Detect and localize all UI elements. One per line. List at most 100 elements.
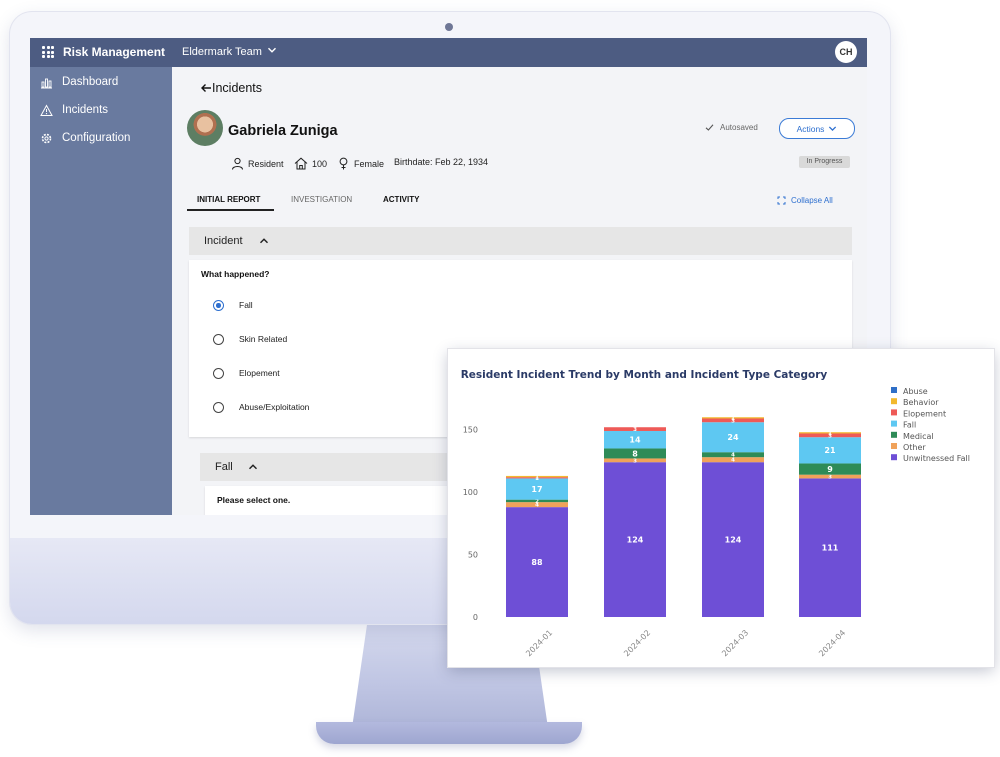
legend-swatch [891,454,897,461]
incident-section-title: Incident [204,235,243,247]
incident-section-header[interactable]: Incident [189,227,852,255]
chevron-up-icon[interactable] [248,462,258,472]
resident-name: Gabriela Zuniga [228,123,338,139]
radio-abuse-exploitation[interactable] [213,402,224,413]
sidebar-item-label: Configuration [62,132,131,144]
collapse-all-button[interactable]: Collapse All [777,196,833,205]
x-tick-label: 2024-02 [622,628,652,658]
bar-segment [702,417,764,419]
sidebar-item-configuration[interactable]: Configuration [40,129,130,147]
autosave-status: Autosaved [705,123,758,132]
bar-segment [702,418,764,423]
user-avatar[interactable]: CH [835,41,857,63]
arrow-left-icon[interactable] [200,82,212,94]
bar-value-label: 8 [632,449,638,458]
tab-activity[interactable]: ACTIVITY [383,195,420,204]
sidebar-item-label: Incidents [62,104,109,116]
bar-value-label: 3 [731,418,735,424]
top-bar: Risk Management Eldermark Team CH [30,38,867,67]
bar-value-label: 3 [828,475,832,481]
home-icon [294,157,308,170]
legend-label: Behavior [903,398,939,407]
y-tick-label: 150 [463,426,478,435]
y-tick-label: 0 [473,613,478,622]
status-badge: In Progress [799,156,850,168]
y-axis: 0 50 100 150 [463,426,478,622]
bar-value-label: 88 [531,558,543,567]
legend-label: Abuse [903,387,928,396]
bar-segment [799,463,861,475]
x-axis: 2024-01 2024-02 2024-03 2024-04 [524,628,847,658]
bar-chart-icon [41,78,52,88]
resident-role: Resident [231,157,284,170]
bar-segment [506,475,568,478]
fall-prompt: Please select one. [217,495,291,505]
app-title: Risk Management [63,45,166,59]
resident-photo [187,110,223,146]
bar-segment [702,457,764,463]
bar-segment [506,478,568,500]
breadcrumb[interactable]: Incidents [200,81,262,95]
resident-role-label: Resident [248,158,284,169]
bar-value-label: 124 [725,535,742,544]
sidebar-item-dashboard[interactable]: Dashboard [40,73,118,91]
app-grid-icon[interactable] [42,46,54,58]
resident-birthdate: Birthdate: Feb 22, 1934 [394,157,488,167]
bar-segment [506,499,568,503]
bar-segment [702,462,764,617]
legend-label: Unwitnessed Fall [903,454,970,463]
warning-icon [40,103,53,116]
resident-room: 100 [294,157,327,170]
resident-room-label: 100 [312,158,328,169]
tab-investigation[interactable]: INVESTIGATION [291,195,353,204]
bar-value-label: 1 [535,476,539,482]
bar-value-label: 14 [629,436,641,445]
check-icon [705,124,714,131]
bar-segment [799,478,861,617]
bar-value-label: 1 [535,475,539,481]
fall-section-title: Fall [215,461,233,473]
legend-label: Fall [903,421,916,430]
sidebar-item-label: Dashboard [62,76,119,88]
radio-label-skin-related: Skin Related [239,334,288,344]
radio-label-fall: Fall [239,300,253,310]
chevron-down-icon [829,126,837,132]
camera-icon [445,23,453,31]
bar-value-label: 9 [827,465,833,474]
bar-segment [799,437,861,464]
page-title: Incidents [212,81,263,95]
bar-segment [604,448,666,459]
bar-value-label: 21 [824,446,836,455]
resident-birthdate-label: Birthdate: Feb 22, 1934 [394,157,489,167]
radio-fall[interactable] [213,300,224,311]
team-selector[interactable]: Eldermark Team [182,46,262,58]
bar-value-label: 3 [633,458,637,464]
resident-gender: Female [338,157,384,170]
legend-swatch [891,409,897,416]
radio-elopement[interactable] [213,368,224,379]
legend-swatch [891,398,897,405]
legend-swatch [891,443,897,449]
gear-icon [41,133,52,143]
bar-segment [702,422,764,453]
legend-label: Elopement [903,409,946,418]
actions-button[interactable]: Actions [779,118,855,139]
sidebar-item-incidents[interactable]: Incidents [40,101,108,119]
chevron-down-icon[interactable] [267,45,277,55]
incident-trend-chart: Resident Incident Trend by Month and Inc… [461,369,970,658]
female-icon [339,157,348,170]
bar-segment [506,502,568,508]
bar-value-label: 2 [535,499,539,505]
resident-gender-label: Female [354,158,385,169]
bar-value-label: 4 [731,458,735,464]
x-tick-label: 2024-03 [720,628,750,658]
radio-skin-related[interactable] [213,334,224,345]
chart-title: Resident Incident Trend by Month and Inc… [461,369,828,381]
bar-value-label: 4 [731,453,735,459]
bar-segment [702,452,764,458]
chevron-up-icon[interactable] [259,236,269,246]
bar-value-label: 17 [531,485,542,494]
tab-initial-report[interactable]: INITIAL REPORT [197,195,261,204]
bar-segment [799,432,861,434]
